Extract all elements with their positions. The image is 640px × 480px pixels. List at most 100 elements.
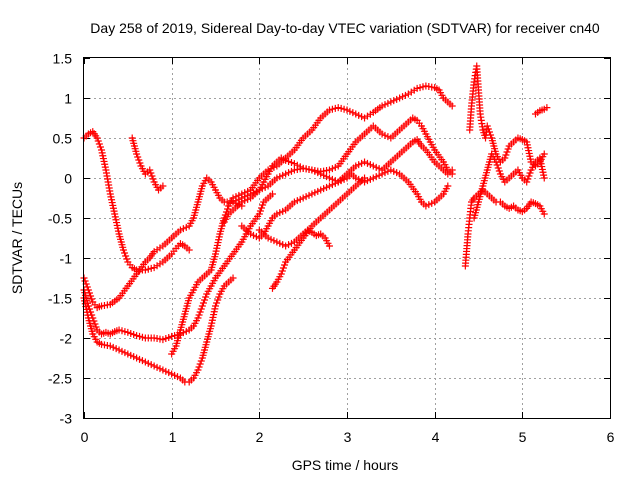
x-tick-label: 1 [169,429,177,445]
data-point [198,302,206,310]
data-point [123,255,131,263]
series-track-n [470,150,548,222]
data-point [122,252,130,260]
data-point [148,172,156,180]
y-tick-label: -2.5 [48,371,72,387]
y-axis-label: SDTVAR / TECUs [9,182,25,294]
data-point [96,143,104,151]
data-point [525,172,533,180]
data-point [268,190,276,198]
data-point [194,314,202,322]
data-point [540,150,548,158]
data-point [197,357,205,365]
data-point [502,151,510,159]
y-tick-label: 0 [64,171,72,187]
data-point [119,246,127,254]
y-tick-label: -1 [60,251,73,267]
data-point [503,148,511,156]
data-point [147,169,155,177]
data-point [87,292,95,300]
data-point [504,145,512,153]
tick-layer [84,58,611,419]
x-tick-label: 2 [256,429,264,445]
data-point [93,134,101,142]
data-point [95,140,103,148]
data-point [133,150,141,158]
x-tick-label: 5 [519,429,527,445]
data-point [540,210,548,218]
data-point [501,154,509,162]
data-point [195,311,203,319]
data-point [159,182,167,190]
data-point [524,175,532,183]
series-track-e [80,274,237,386]
series-track-a [80,128,193,274]
data-point [448,166,456,174]
data-point [224,205,232,213]
data-point [483,122,491,130]
data-point [194,366,202,374]
series-track-l [461,186,548,270]
data-point [199,299,207,307]
data-point [215,293,223,301]
y-tick-label: -1.5 [48,291,72,307]
x-tick-label: 3 [344,429,352,445]
data-point [196,308,204,316]
data-point [135,156,143,164]
series-track-o [531,104,551,118]
data-point [256,207,264,215]
grid-layer [84,58,610,418]
data-point [485,128,493,136]
plot-frame [83,57,611,419]
data-point [195,363,203,371]
x-tick-label: 4 [432,429,440,445]
data-point [258,204,266,212]
data-point [214,296,222,304]
x-tick-label: 6 [607,429,615,445]
data-point [494,164,502,172]
data-point [259,201,267,209]
data-point [543,104,551,112]
data-point [202,293,210,301]
series-track-m [466,62,548,170]
data-point [523,178,531,186]
y-tick-label: -3 [60,411,73,427]
x-tick-label: 0 [81,429,89,445]
data-point [91,320,99,328]
y-tick-label: 1 [64,91,72,107]
data-point [149,175,157,183]
data-point [444,182,452,190]
data-point [281,261,289,269]
data-point [134,153,142,161]
y-tick-label: -2 [60,331,73,347]
data-point [487,131,495,139]
data-point [279,264,287,272]
series-track-b [128,134,167,194]
data-point [540,174,548,182]
marker-layer [80,62,551,386]
label-layer: 0 1 2 3 4 5 6 -3 -2.5 -2 -1.5 -1 -0.5 0 0.5 1 1.5 [48,51,615,446]
y-tick-label: -0.5 [48,211,72,227]
data-point [492,158,500,166]
data-point [146,166,154,174]
data-point [278,267,286,275]
data-point [325,242,333,250]
data-point [448,102,456,110]
data-point [92,323,100,331]
series-track-k [268,174,369,292]
y-tick-label: 1.5 [53,51,73,67]
x-axis-label: GPS time / hours [292,457,399,473]
data-point [277,270,285,278]
data-point [213,299,221,307]
data-point [185,246,193,254]
data-point [484,125,492,133]
chart-title: Day 258 of 2019, Sidereal Day-to-day VTE… [90,20,600,36]
data-point [201,296,209,304]
data-point [81,277,89,285]
data-point [495,167,503,175]
data-point [136,159,144,167]
data-point [361,174,369,182]
y-tick-label: 0.5 [53,131,73,147]
